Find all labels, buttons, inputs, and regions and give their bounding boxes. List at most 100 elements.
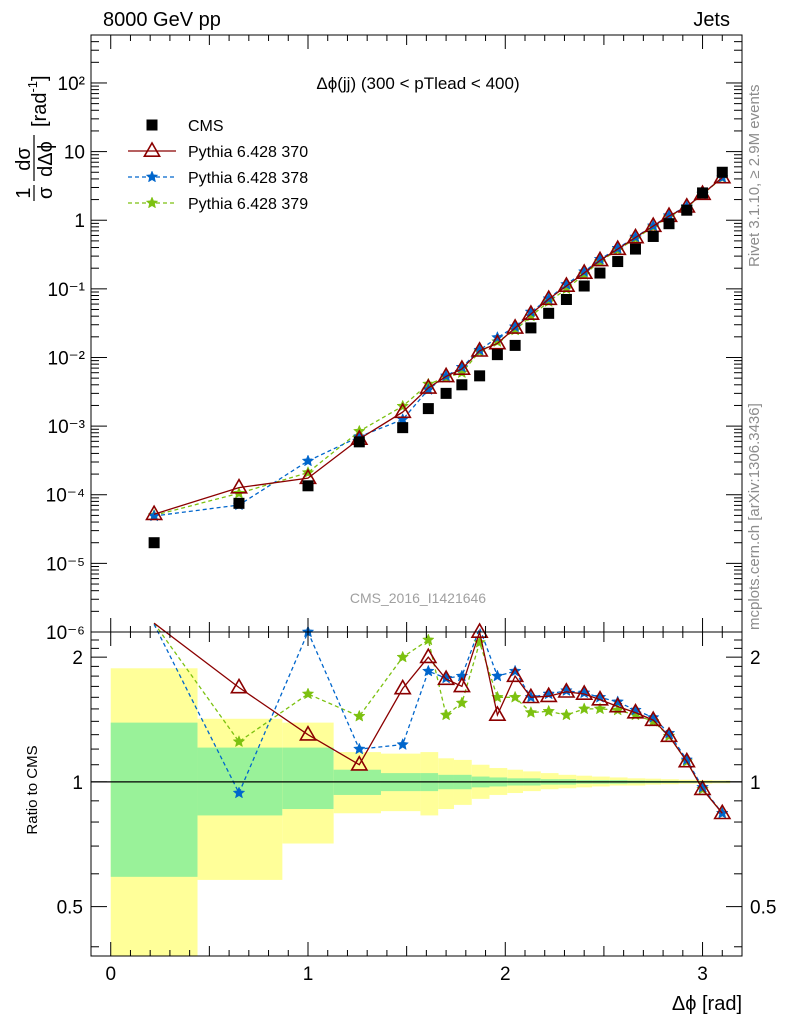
header-left-label: 8000 GeV pp [103, 9, 221, 31]
series-0-point-19 [663, 218, 675, 230]
series-1-ratio-point-10 [506, 666, 525, 683]
ratio-tick-label-left-1: 1 [72, 773, 83, 794]
series-2-ratio-point-5 [421, 664, 435, 677]
series-1-point-10 [506, 318, 525, 334]
ratio-tick-label-right-1: 1 [750, 773, 761, 794]
ratio-tick-label-right-0: 0.5 [750, 898, 776, 919]
legend-marker-2 [145, 170, 159, 183]
series-1-point-5 [419, 378, 438, 394]
series-0-point-10 [509, 339, 521, 351]
series-2-line [154, 176, 723, 517]
series-0-point-21 [697, 187, 709, 199]
series-1-ratio-point-15 [591, 689, 609, 706]
series-1-ratio-point-17 [626, 702, 645, 719]
series-2-ratio-point-3 [352, 742, 366, 755]
series-0-point-18 [647, 230, 659, 242]
series-3-ratio-point-7 [455, 696, 469, 709]
legend: CMS Pythia 6.428 370 Pythia 6.428 378 Pythi… [128, 118, 308, 213]
series-1-ratio-point-3 [350, 755, 369, 771]
x-tick-label-1: 1 [303, 964, 314, 985]
series-1-point-11 [521, 304, 540, 321]
series-2-ratio-point-14 [577, 686, 591, 699]
series-0-point-15 [594, 267, 606, 279]
ylabel-unit-exp: -1 [25, 81, 40, 93]
series-1-point-13 [557, 276, 576, 293]
series-0-point-3 [353, 436, 365, 448]
ratio-axis-label: Ratio to CMS [24, 745, 41, 834]
series-0-point-7 [456, 379, 468, 391]
series-3-ratio-point-2 [301, 687, 315, 700]
x-axis-label: Δϕ [rad] [672, 993, 742, 1015]
legend-marker-0 [146, 119, 158, 131]
y-tick-label-4: 10⁻² [48, 348, 86, 369]
series-0-point-0 [148, 537, 160, 549]
series-1-ratio-point-20 [677, 751, 696, 768]
y-tick-label-0: 10⁻⁶ [46, 623, 85, 644]
y-tick-label-3: 10⁻³ [48, 417, 86, 438]
y-tick-label-7: 10 [64, 143, 85, 164]
band-1sigma-0 [110, 722, 198, 877]
ylabel-frac2-num: dσ [13, 147, 35, 171]
series-0-point-14 [578, 280, 590, 292]
series-0-point-16 [612, 256, 624, 268]
legend-label-2: Pythia 6.428 378 [188, 170, 308, 187]
ylabel-unit: [rad-1] [25, 75, 51, 127]
legend-label-0: CMS [188, 118, 224, 135]
series-1-ratio [153, 622, 732, 820]
series-3-ratio-point-3 [352, 709, 366, 722]
series-2-point-8 [473, 343, 486, 356]
series-1-ratio-point-5 [419, 647, 438, 664]
series-3-ratio-point-14 [577, 702, 591, 715]
ratio-plot-frame [90, 631, 743, 957]
series-1-ratio-point-11 [521, 687, 540, 704]
band-1sigma-2 [282, 747, 334, 810]
series-1-point-9 [488, 333, 507, 350]
y-tick-label-8: 10² [58, 74, 85, 95]
series-1-point-4 [393, 402, 412, 419]
ratio-tick-label-left-2: 2 [72, 648, 83, 669]
series-0-point-11 [525, 322, 537, 334]
header-right-label: Jets [693, 9, 730, 31]
series-0-point-12 [543, 307, 555, 319]
series-0-point-5 [422, 403, 434, 415]
ylabel-frac1-num: 1 [13, 187, 35, 198]
series-1-ratio-point-6 [437, 669, 456, 686]
ylabel-unit-close: ] [29, 75, 51, 81]
series-1-line [153, 177, 723, 515]
series-1-point-0 [145, 504, 164, 521]
series-3-ratio-point-10 [508, 690, 522, 703]
series-1-ratio-point-9 [488, 705, 507, 722]
series-1-ratio-point-19 [660, 726, 678, 743]
chart-title: Δϕ(jj) (300 < pTlead < 400) [316, 74, 519, 93]
y-tick-label-6: 1 [74, 211, 85, 232]
legend-label-1: Pythia 6.428 370 [188, 144, 308, 161]
series-0-main [148, 166, 728, 549]
legend-marker-3 [145, 196, 159, 209]
series-1-ratio-point-16 [608, 696, 627, 713]
series-3-ratio-point-4 [396, 650, 410, 663]
series-3-ratio-point-13 [560, 708, 573, 721]
series-1-main [145, 167, 732, 521]
series-1-ratio-point-21 [693, 779, 712, 796]
series-3-ratio-point-1 [232, 735, 246, 748]
series-2-ratio-point-1 [232, 786, 246, 799]
series-1-ratio-point-4 [393, 678, 412, 695]
x-tick-label-3: 3 [697, 964, 708, 985]
series-2-point-2 [301, 454, 315, 467]
x-tick-label-0: 0 [105, 964, 116, 985]
series-0-point-17 [629, 243, 641, 255]
analysis-watermark: CMS_2016_I1421646 [350, 590, 486, 606]
series-1-ratio-point-7 [452, 676, 471, 693]
series-2-ratio-point-4 [396, 737, 410, 751]
series-1-point-15 [591, 250, 609, 267]
series-3-line [153, 177, 723, 517]
series-0-point-4 [397, 422, 409, 434]
series-1-ratio-point-8 [470, 622, 489, 639]
legend-label-3: Pythia 6.428 379 [188, 196, 308, 213]
series-0-point-20 [681, 204, 693, 216]
series-1-ratio-point-2 [299, 725, 317, 741]
series-1-point-7 [452, 359, 471, 376]
series-1-ratio-point-18 [644, 710, 663, 727]
series-1-ratio-point-1 [230, 677, 248, 694]
